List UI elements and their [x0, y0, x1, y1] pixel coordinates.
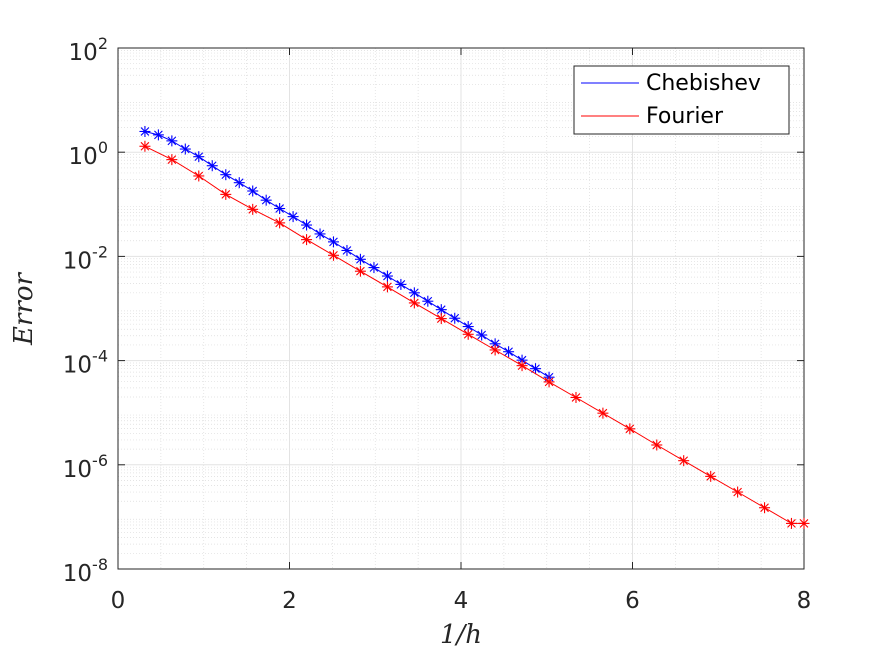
data-point-fourier [516, 360, 528, 372]
data-point-fourier [678, 455, 690, 467]
data-point-chebishev [166, 135, 178, 147]
data-point-fourier [220, 188, 232, 200]
data-point-fourier [274, 217, 286, 229]
data-point-chebishev [274, 203, 286, 215]
y-tick-label: 102 [69, 34, 108, 66]
data-point-fourier [354, 265, 366, 277]
data-point-fourier [570, 391, 582, 403]
data-point-chebishev [193, 151, 205, 163]
y-tick-labels: 102 100 10-2 10-4 10-6 10-8 [63, 34, 108, 587]
series-layer [139, 125, 810, 529]
data-point-chebishev [435, 304, 447, 316]
x-tick-label: 0 [111, 588, 126, 614]
y-tick-label: 10-6 [63, 451, 108, 483]
data-point-chebishev [220, 169, 232, 181]
data-point-chebishev [408, 287, 420, 299]
data-point-fourier [408, 297, 420, 309]
data-point-fourier [435, 313, 447, 325]
data-point-fourier [166, 154, 178, 166]
legend-box [573, 65, 790, 135]
data-point-chebishev [476, 329, 488, 341]
data-point-chebishev [260, 194, 272, 206]
data-point-chebishev [314, 228, 326, 240]
series-line-fourier [144, 145, 804, 524]
y-tick-label: 10-4 [63, 347, 108, 379]
y-tick-label: 100 [69, 138, 108, 170]
data-point-fourier [624, 423, 636, 435]
legend-label-chebishev: Chebishev [646, 71, 761, 96]
data-point-fourier [785, 517, 797, 529]
axis-ticks [117, 47, 805, 570]
data-point-fourier [301, 234, 313, 246]
data-point-fourier [798, 517, 810, 529]
legend: Chebishev Fourier [573, 65, 790, 135]
data-point-chebishev [395, 278, 407, 290]
data-point-chebishev [206, 160, 218, 172]
data-point-fourier [543, 376, 555, 388]
y-tick-label: 10-8 [63, 555, 108, 587]
data-point-chebishev [287, 211, 299, 223]
data-point-chebishev [301, 219, 313, 231]
x-tick-label: 8 [797, 588, 812, 614]
data-point-fourier [327, 249, 339, 261]
series-fourier [139, 140, 810, 529]
data-point-chebishev [422, 295, 434, 307]
data-point-chebishev [368, 262, 380, 274]
data-point-fourier [651, 439, 663, 451]
y-tick-label: 10-2 [63, 242, 108, 274]
data-point-chebishev [354, 253, 366, 265]
x-tick-label: 6 [625, 588, 640, 614]
data-point-fourier [193, 170, 205, 182]
data-point-chebishev [449, 312, 461, 324]
legend-label-fourier: Fourier [646, 104, 724, 129]
data-point-fourier [759, 502, 771, 514]
data-point-chebishev [530, 363, 542, 375]
data-point-chebishev [152, 129, 164, 141]
data-point-chebishev [341, 244, 353, 256]
data-point-fourier [462, 328, 474, 340]
data-point-chebishev [139, 125, 151, 137]
data-point-chebishev [233, 177, 245, 189]
x-axis-label: 1/h [440, 620, 482, 650]
data-point-fourier [247, 203, 259, 215]
data-point-fourier [139, 140, 151, 152]
data-point-chebishev [503, 346, 515, 358]
data-point-fourier [732, 486, 744, 498]
data-point-fourier [489, 344, 501, 356]
data-point-fourier [705, 470, 717, 482]
data-point-chebishev [247, 185, 259, 197]
data-point-chebishev [327, 236, 339, 248]
data-point-chebishev [179, 143, 191, 155]
x-tick-label: 4 [454, 588, 469, 614]
data-point-fourier [381, 281, 393, 293]
y-axis-label: Error [9, 271, 39, 345]
x-tick-labels: 0 2 4 6 8 [111, 588, 812, 614]
data-point-fourier [597, 407, 609, 419]
major-grid [117, 47, 805, 570]
x-tick-label: 2 [282, 588, 297, 614]
data-point-chebishev [381, 270, 393, 282]
